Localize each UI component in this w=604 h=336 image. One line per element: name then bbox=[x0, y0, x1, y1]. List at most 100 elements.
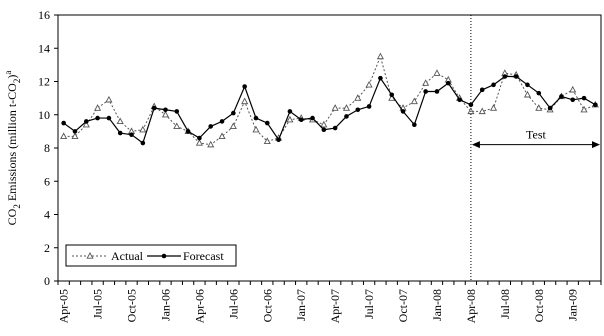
actual-point bbox=[94, 104, 102, 111]
x-tick-label: Oct-08 bbox=[532, 289, 546, 322]
forecast-point bbox=[231, 110, 236, 116]
legend-forecast-marker bbox=[161, 253, 167, 259]
forecast-point bbox=[332, 125, 338, 131]
actual-point bbox=[535, 104, 543, 111]
actual-point bbox=[342, 104, 351, 111]
actual-point bbox=[105, 95, 113, 103]
legend-forecast-label: Forecast bbox=[183, 249, 224, 263]
forecast-point bbox=[479, 87, 485, 93]
forecast-point bbox=[253, 115, 259, 121]
x-tick-label: Jul-06 bbox=[226, 289, 240, 319]
plot-area-frame bbox=[57, 14, 602, 282]
actual-point bbox=[229, 122, 237, 130]
actual-point bbox=[161, 110, 170, 118]
actual-point bbox=[422, 79, 430, 86]
forecast-point bbox=[174, 109, 180, 114]
forecast-point bbox=[513, 74, 519, 79]
actual-point bbox=[207, 140, 215, 148]
actual-point bbox=[286, 115, 294, 123]
y-axis: 0 2 4 6 8 10 12 14 16 bbox=[38, 8, 58, 288]
x-tick-label: Jan-08 bbox=[430, 289, 444, 321]
actual-point bbox=[173, 122, 181, 130]
y-tick-label: 16 bbox=[38, 8, 50, 22]
y-tick-label: 8 bbox=[44, 141, 50, 155]
test-label: Test bbox=[526, 128, 546, 142]
y-tick-label: 0 bbox=[44, 274, 50, 288]
x-axis: Apr-05 Jul-05 Oct-05 Jan-06 Apr-06 Jul-06 Oct-… bbox=[57, 281, 602, 323]
actual-point bbox=[60, 132, 68, 140]
x-tick-label: Apr-08 bbox=[464, 289, 478, 323]
forecast-point bbox=[593, 102, 598, 108]
y-title-mid: Emissions (million t-CO bbox=[5, 83, 19, 204]
legend-actual-label: Actual bbox=[111, 249, 144, 263]
x-tick-label: Jul-08 bbox=[498, 289, 512, 319]
x-tick-label: Apr-05 bbox=[57, 289, 71, 323]
forecast-point bbox=[298, 117, 304, 123]
forecast-point bbox=[412, 122, 417, 128]
x-tick-label: Oct-05 bbox=[125, 289, 139, 322]
forecast-point bbox=[151, 105, 157, 111]
actual-point bbox=[320, 120, 328, 128]
x-tick-label: Jan-07 bbox=[294, 289, 308, 321]
x-tick-label: Apr-07 bbox=[328, 289, 342, 323]
x-tick-label: Oct-06 bbox=[260, 289, 274, 322]
forecast-point bbox=[445, 80, 451, 86]
actual-point bbox=[354, 94, 362, 101]
forecast-point bbox=[457, 97, 462, 103]
actual-point bbox=[410, 97, 418, 105]
actual-point bbox=[241, 97, 249, 105]
y-title-sup: a bbox=[3, 71, 13, 75]
forecast-point bbox=[117, 130, 123, 136]
forecast-point bbox=[525, 82, 530, 88]
forecast-point bbox=[208, 124, 214, 129]
forecast-point bbox=[355, 107, 361, 113]
forecast-point bbox=[61, 120, 66, 126]
x-tick-label: Apr-06 bbox=[192, 289, 206, 323]
y-tick-label: 2 bbox=[44, 241, 50, 255]
forecast-point bbox=[106, 115, 112, 121]
forecast-point bbox=[344, 114, 349, 119]
test-arrow-right-head bbox=[592, 141, 600, 149]
forecast-point bbox=[581, 95, 587, 101]
actual-point bbox=[523, 90, 532, 98]
y-tick-label: 10 bbox=[38, 108, 50, 122]
series-layer bbox=[60, 52, 599, 148]
forecast-point bbox=[570, 97, 576, 103]
actual-point bbox=[82, 120, 90, 128]
forecast-point bbox=[310, 115, 315, 121]
forecast-point bbox=[197, 135, 202, 141]
forecast-point bbox=[129, 132, 134, 137]
forecast-point bbox=[378, 75, 383, 81]
test-arrow-left-head bbox=[471, 141, 480, 149]
actual-point bbox=[218, 132, 226, 140]
forecast-point bbox=[163, 107, 168, 113]
y-tick-label: 14 bbox=[38, 41, 50, 55]
forecast-point bbox=[502, 74, 508, 79]
forecast-point bbox=[559, 94, 564, 99]
actual-point bbox=[263, 137, 271, 145]
forecast-point bbox=[366, 104, 372, 109]
forecast-point bbox=[321, 127, 327, 133]
forecast-point bbox=[400, 109, 406, 114]
forecast-point bbox=[276, 137, 281, 142]
forecast-point bbox=[83, 119, 89, 124]
x-tick-label: Oct-07 bbox=[396, 289, 410, 322]
forecast-point bbox=[468, 102, 474, 108]
x-tick-label: Jul-05 bbox=[91, 289, 105, 319]
actual-point bbox=[365, 80, 373, 88]
actual-point bbox=[252, 125, 260, 133]
actual-point bbox=[376, 52, 384, 60]
y-title-sub1: 2 bbox=[12, 204, 22, 209]
x-tick-label: Jul-07 bbox=[362, 289, 376, 319]
actual-point bbox=[478, 107, 486, 115]
actual-point bbox=[489, 104, 498, 111]
forecast-point bbox=[185, 129, 191, 134]
y-title-post: ) bbox=[5, 75, 19, 79]
forecast-point bbox=[242, 84, 247, 89]
actual-point bbox=[195, 139, 203, 146]
x-tick-label: Jan-06 bbox=[158, 289, 172, 321]
forecast-point bbox=[491, 82, 496, 88]
actual-point bbox=[569, 85, 577, 93]
legend: Actual Forecast bbox=[65, 244, 237, 267]
